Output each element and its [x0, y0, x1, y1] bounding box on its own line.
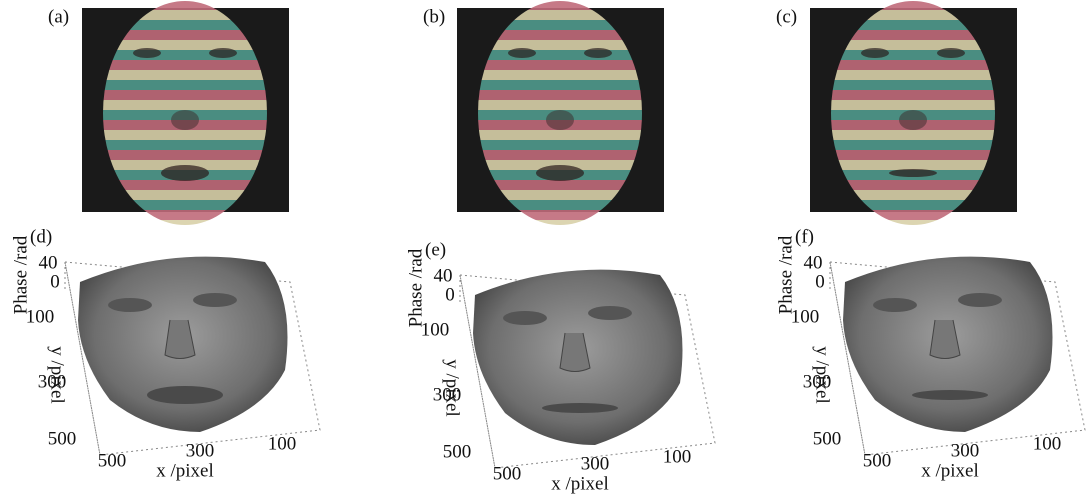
- x-tick-label: 300: [186, 440, 215, 461]
- y-axis-label: y /pixel: [812, 346, 833, 404]
- x-tick-label: 500: [493, 463, 522, 484]
- eye-left: [503, 311, 547, 325]
- z-tick-label: 40: [434, 265, 453, 286]
- mouth: [889, 169, 937, 177]
- y-axis-label: y /pixel: [442, 359, 463, 417]
- z-tick-label: 0: [445, 284, 455, 305]
- panel-label: (b): [423, 6, 445, 27]
- x-axis-label: x /pixel: [156, 460, 214, 481]
- z-axis-label: Phase /rad: [775, 235, 796, 314]
- eye-right: [958, 293, 1002, 307]
- eye: [861, 48, 889, 58]
- y-tick-label: 100: [791, 306, 820, 327]
- eye: [584, 48, 612, 58]
- mouth: [912, 390, 988, 400]
- eye-right: [193, 293, 237, 307]
- x-tick-label: 100: [663, 446, 692, 467]
- eye-left: [873, 298, 917, 312]
- panel-label: (e): [425, 239, 446, 260]
- z-axis-label: Phase /rad: [405, 248, 426, 327]
- y-axis-label: y /pixel: [47, 346, 68, 404]
- eye: [937, 48, 965, 58]
- x-tick-label: 500: [863, 450, 892, 471]
- z-tick-label: 40: [804, 252, 823, 273]
- mouth: [536, 165, 584, 181]
- panel-label: (c): [776, 6, 797, 27]
- y-tick-label: 500: [48, 428, 77, 449]
- figure: (a)(b)(c)(d)Phase /rad400100300500y /pix…: [0, 0, 1091, 494]
- mouth: [147, 386, 223, 404]
- eye: [209, 48, 237, 58]
- panel-label: (f): [795, 226, 814, 247]
- x-tick-label: 100: [1033, 433, 1062, 454]
- panel-label: (a): [48, 6, 69, 27]
- panel-label: (d): [30, 226, 52, 247]
- mouth: [542, 403, 618, 413]
- nose: [546, 110, 574, 130]
- eye-right: [588, 306, 632, 320]
- z-tick-label: 0: [815, 271, 825, 292]
- z-axis-label: Phase /rad: [10, 235, 31, 314]
- x-tick-label: 100: [268, 433, 297, 454]
- eye-left: [108, 298, 152, 312]
- y-tick-label: 500: [443, 441, 472, 462]
- y-tick-label: 500: [813, 428, 842, 449]
- z-tick-label: 40: [39, 252, 58, 273]
- y-tick-label: 100: [26, 306, 55, 327]
- mouth: [161, 165, 209, 181]
- eye: [508, 48, 536, 58]
- z-tick-label: 0: [50, 271, 60, 292]
- x-axis-label: x /pixel: [921, 460, 979, 481]
- eye: [133, 48, 161, 58]
- x-tick-label: 300: [581, 453, 610, 474]
- x-axis-label: x /pixel: [551, 473, 609, 494]
- nose: [171, 110, 199, 130]
- nose: [899, 110, 927, 130]
- x-tick-label: 300: [951, 440, 980, 461]
- x-tick-label: 500: [98, 450, 127, 471]
- y-tick-label: 100: [421, 319, 450, 340]
